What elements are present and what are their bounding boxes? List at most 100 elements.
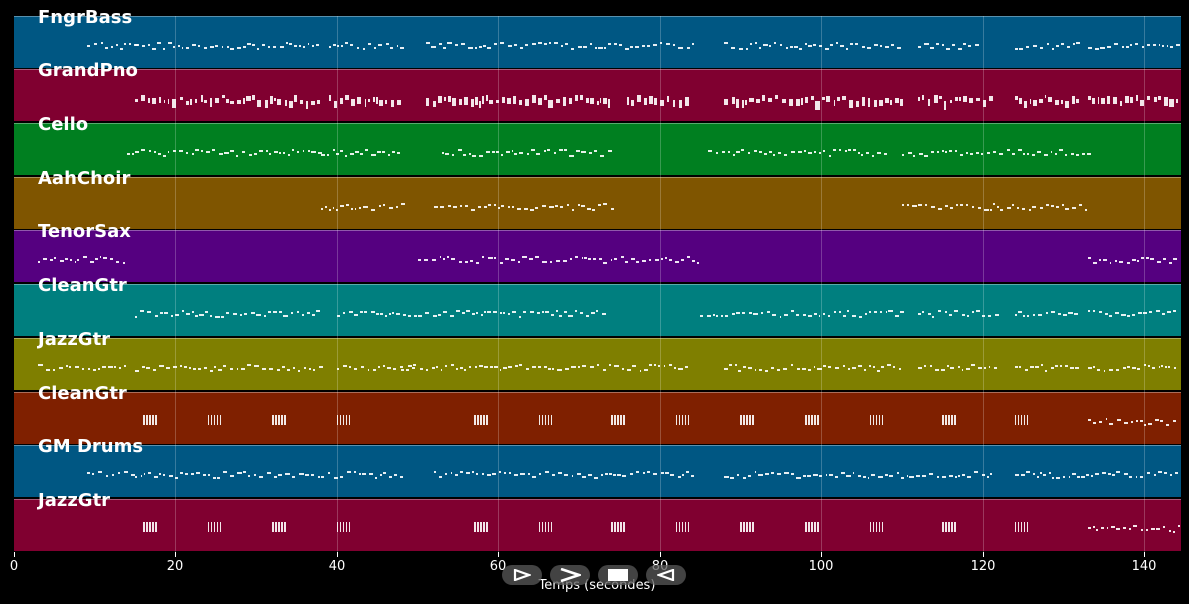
note (425, 98, 430, 106)
note (1000, 209, 1004, 211)
note (205, 311, 209, 313)
note (333, 44, 336, 46)
note (179, 472, 183, 474)
note (893, 366, 896, 368)
note (789, 46, 793, 48)
note (553, 152, 556, 154)
note (999, 153, 1004, 155)
note (550, 314, 554, 316)
note (1165, 424, 1170, 426)
rewind-button[interactable] (646, 565, 686, 585)
note (159, 365, 164, 367)
note (941, 369, 946, 371)
note (1044, 370, 1048, 372)
note (736, 99, 740, 108)
note (896, 472, 900, 474)
note (945, 522, 947, 532)
track-lane[interactable]: TenorSax (14, 222, 1181, 282)
note (1163, 526, 1166, 528)
note (210, 522, 213, 532)
note (971, 364, 975, 366)
note (284, 415, 286, 425)
note (811, 522, 813, 532)
note (989, 209, 992, 211)
note (557, 369, 562, 371)
note (111, 46, 114, 48)
note (471, 99, 474, 107)
note (739, 48, 743, 50)
note (874, 44, 879, 46)
note (1131, 314, 1136, 316)
note (124, 471, 128, 473)
note (1039, 99, 1043, 103)
track-lane[interactable]: JazzGtr (14, 491, 1181, 551)
note (817, 368, 822, 370)
note (1097, 97, 1100, 104)
note (930, 206, 935, 208)
note (807, 369, 811, 371)
note (100, 42, 103, 44)
note (279, 152, 282, 154)
note (223, 365, 226, 367)
note (779, 316, 782, 318)
note (1059, 365, 1063, 367)
stop-button[interactable] (598, 565, 638, 585)
note (1068, 312, 1073, 314)
note (474, 366, 477, 368)
note (1130, 97, 1134, 103)
note (494, 366, 498, 368)
note (1092, 310, 1096, 312)
note (190, 99, 192, 105)
note (443, 258, 445, 260)
note (577, 473, 582, 475)
note (684, 522, 687, 532)
note (643, 472, 646, 474)
note (221, 46, 224, 48)
note (227, 46, 230, 48)
note (91, 473, 95, 475)
note (654, 98, 657, 105)
track-lane[interactable]: JazzGtr (14, 330, 1181, 390)
track-lane[interactable]: GM Drums (14, 437, 1181, 497)
note (336, 315, 341, 317)
note (135, 316, 137, 318)
note (586, 208, 591, 210)
track-lane[interactable]: Cello (14, 115, 1181, 175)
track-lane[interactable]: FngrBass (14, 8, 1181, 68)
note (135, 476, 138, 478)
note (918, 46, 922, 48)
fast-forward-button[interactable] (550, 565, 590, 585)
note (1018, 48, 1023, 50)
track-label: JazzGtr (38, 490, 111, 511)
note (852, 472, 855, 474)
note (1033, 314, 1036, 316)
note (691, 475, 694, 477)
note (781, 99, 786, 103)
note (431, 259, 436, 261)
note (1085, 209, 1088, 211)
track-lane[interactable]: CleanGtr (14, 384, 1181, 444)
play-button[interactable] (502, 565, 542, 585)
note (682, 474, 685, 476)
note (879, 100, 884, 106)
note (617, 415, 619, 425)
note (379, 474, 382, 476)
note (152, 98, 157, 104)
note (724, 476, 729, 478)
track-lane[interactable]: GrandPno (14, 61, 1181, 121)
note (614, 258, 617, 260)
track-lane[interactable]: CleanGtr (14, 276, 1181, 336)
note (593, 150, 597, 152)
note (480, 415, 482, 425)
note (199, 314, 204, 316)
note (891, 44, 895, 46)
note (382, 204, 386, 206)
note (487, 311, 492, 313)
note (1014, 314, 1018, 316)
track-lane[interactable]: AahChoir (14, 169, 1181, 229)
note (1146, 472, 1151, 474)
note (1006, 149, 1010, 151)
note (417, 315, 422, 317)
note (1074, 313, 1079, 315)
note (1107, 96, 1110, 104)
